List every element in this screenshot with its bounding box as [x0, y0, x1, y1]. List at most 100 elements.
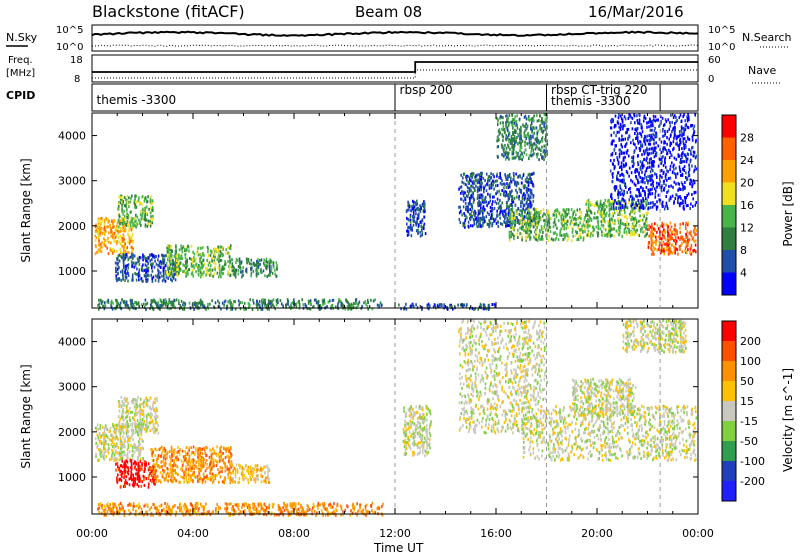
- power-cell: [149, 253, 151, 257]
- power-cell: [242, 269, 244, 273]
- power-cell: [171, 260, 174, 263]
- power-cell: [124, 253, 126, 257]
- power-cell: [529, 191, 532, 195]
- power-cell: [428, 304, 431, 308]
- power-cell: [129, 222, 132, 226]
- power-cell: [636, 203, 638, 207]
- power-cell: [513, 224, 516, 228]
- power-cell: [130, 260, 133, 264]
- power-cell: [525, 231, 527, 235]
- power-cell: [620, 138, 623, 142]
- power-cell: [532, 148, 535, 152]
- power-cell: [655, 152, 658, 156]
- power-cell: [198, 301, 201, 305]
- power-cell: [619, 202, 622, 206]
- power-cell: [232, 272, 235, 276]
- power-cell: [656, 181, 658, 185]
- power-cell: [327, 300, 330, 304]
- power-cell: [643, 222, 646, 226]
- power-cell: [525, 213, 528, 217]
- power-cell: [666, 142, 668, 146]
- power-cell: [469, 202, 471, 206]
- power-cell: [218, 267, 221, 271]
- power-cell: [683, 165, 686, 169]
- power-cell: [117, 254, 120, 258]
- power-cell: [129, 239, 132, 243]
- power-cell: [530, 189, 533, 193]
- power-cell: [213, 252, 216, 256]
- power-cell: [185, 269, 187, 273]
- power-cell: [577, 223, 580, 227]
- power-cell: [586, 207, 589, 211]
- power-cell: [622, 156, 625, 160]
- power-cell: [164, 271, 167, 275]
- power-cell: [484, 219, 486, 223]
- power-cell: [638, 194, 640, 198]
- power-cell: [491, 224, 493, 228]
- power-cell: [210, 264, 212, 268]
- power-cell: [134, 307, 137, 311]
- power-cell: [413, 220, 416, 223]
- power-cell: [407, 202, 410, 206]
- power-cell: [308, 300, 310, 304]
- power-cell: [644, 234, 646, 238]
- power-cell: [623, 178, 625, 182]
- power-cell: [673, 114, 676, 118]
- power-cell: [684, 128, 687, 132]
- power-cell: [647, 211, 649, 215]
- power-cell: [515, 209, 518, 213]
- power-cell: [479, 204, 481, 207]
- power-cell: [126, 222, 129, 226]
- power-cell: [674, 239, 676, 243]
- power-cell: [245, 307, 248, 311]
- power-cell: [99, 221, 101, 225]
- power-cell: [142, 211, 144, 215]
- power-cell: [651, 239, 654, 243]
- power-cell: [613, 227, 615, 231]
- power-cell: [485, 215, 488, 219]
- power-cell: [621, 222, 624, 225]
- power-cell: [496, 197, 499, 201]
- power-cell: [503, 150, 505, 154]
- power-cell: [517, 182, 520, 186]
- power-cell: [623, 115, 626, 119]
- power-cell: [147, 223, 150, 226]
- power-cell: [682, 240, 685, 244]
- power-cell: [143, 199, 146, 203]
- power-cell: [631, 222, 634, 226]
- power-cell: [138, 255, 141, 259]
- power-cell: [243, 307, 246, 311]
- power-cell: [613, 222, 616, 226]
- power-cell: [474, 211, 477, 215]
- power-cell: [608, 209, 611, 213]
- power-cell: [158, 264, 160, 268]
- power-cell: [145, 256, 148, 260]
- power-cell: [579, 208, 581, 212]
- power-cell: [118, 240, 121, 244]
- power-cell: [505, 213, 507, 217]
- power-cell: [416, 221, 418, 225]
- power-cell: [662, 124, 665, 128]
- power-cell: [161, 304, 164, 307]
- power-cell: [215, 247, 217, 251]
- power-cell: [251, 308, 254, 311]
- power-cell: [582, 220, 585, 224]
- power-cell: [685, 251, 688, 254]
- power-cell: [540, 149, 542, 153]
- power-cell: [131, 278, 133, 282]
- power-cell: [227, 259, 229, 263]
- power-cell: [681, 237, 684, 241]
- power-cell: [479, 209, 481, 213]
- power-cell: [679, 222, 682, 226]
- power-cell: [486, 204, 488, 208]
- power-cell: [671, 120, 673, 124]
- power-cell: [518, 134, 520, 138]
- power-cell: [508, 239, 511, 242]
- power-cell: [543, 212, 545, 216]
- power-cell: [641, 153, 643, 157]
- power-cell: [542, 227, 545, 231]
- power-cell: [565, 208, 568, 211]
- power-cell: [217, 267, 220, 270]
- power-cell: [180, 257, 182, 260]
- power-cell: [673, 245, 675, 249]
